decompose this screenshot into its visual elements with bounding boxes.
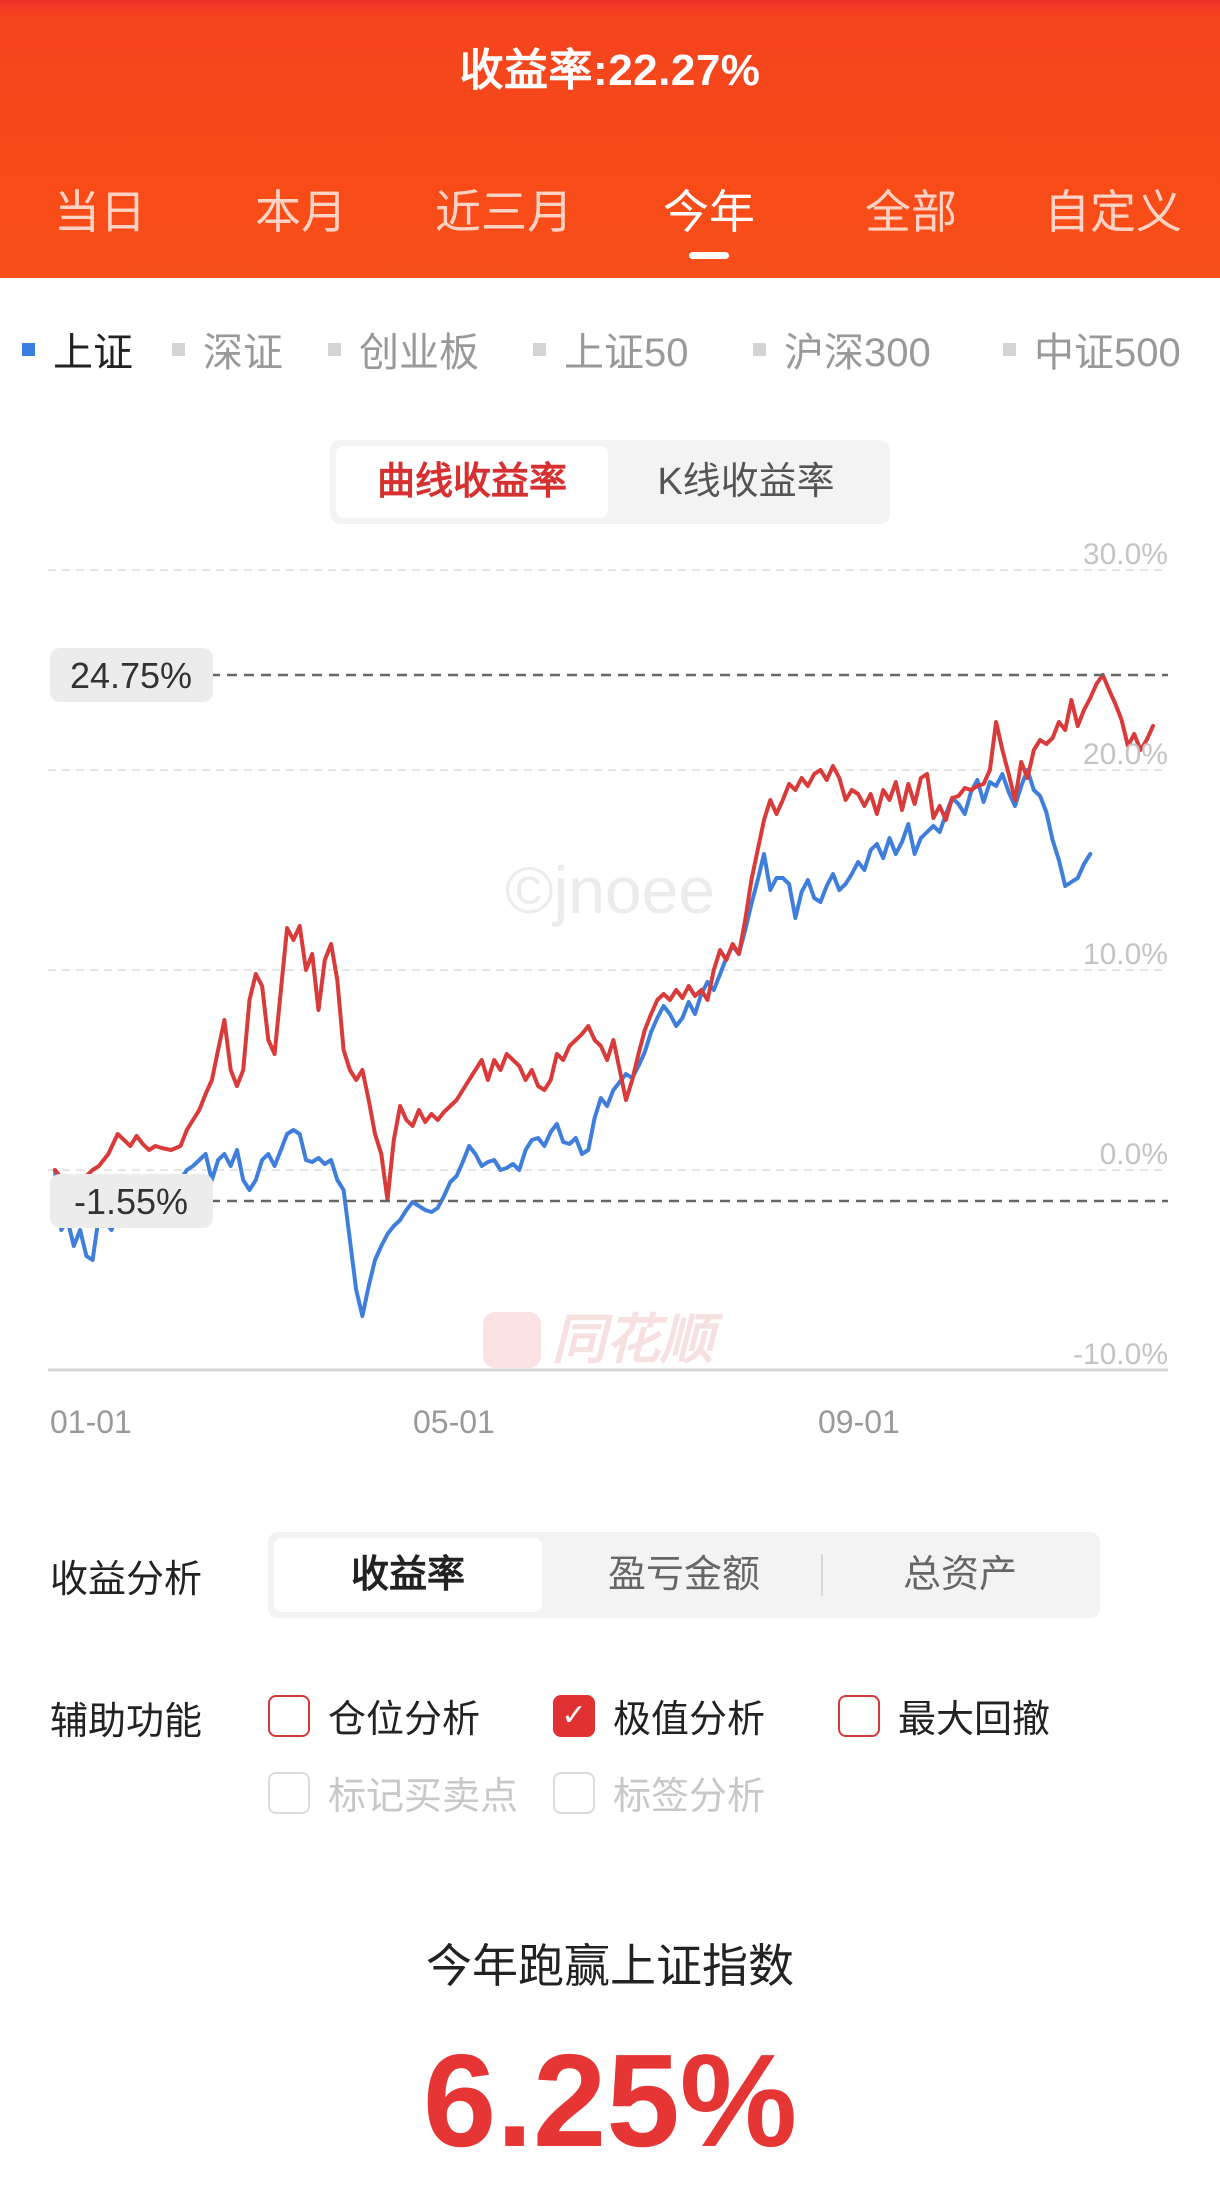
- tab-custom[interactable]: 自定义: [1044, 186, 1182, 238]
- index-line: [53, 768, 1093, 1318]
- x-tick-label: 01-01: [50, 1404, 132, 1440]
- index-tabs: 上证 深证 创业板 上证50 沪深300 中证500: [0, 320, 1220, 386]
- index-tab-shanghai[interactable]: 上证: [22, 320, 133, 378]
- portfolio-line: [53, 673, 1155, 1202]
- max-value-badge: [50, 648, 213, 702]
- checkbox-box: [268, 1694, 310, 1737]
- series-marker: [172, 342, 185, 356]
- tab-this-year[interactable]: 今年: [663, 186, 755, 238]
- beat-index-title: 今年跑赢上证指数: [426, 1940, 794, 1992]
- return-rate-title: 收益率:22.27%: [459, 46, 761, 95]
- series-marker: [1003, 342, 1016, 356]
- checkbox-box: [838, 1694, 880, 1737]
- index-tab-shenzhen[interactable]: 深证: [172, 320, 283, 378]
- checkbox-label: 最大回撤: [898, 1699, 1051, 1741]
- profit-amount-button[interactable]: 盈亏金额: [607, 1554, 760, 1596]
- return-chart: ©jnoee 同花顺 24.75% -1.55% 30.0% 20.0% 10.0% 0…: [48, 538, 1168, 1440]
- analysis-toggle: 收益率 盈亏金额 总资产: [268, 1532, 1100, 1618]
- y-tick-label: 10.0%: [1083, 938, 1168, 971]
- position-analysis-checkbox[interactable]: 仓位分析: [268, 1688, 480, 1743]
- checkbox-box: [553, 1771, 595, 1814]
- x-tick-label: 05-01: [413, 1404, 495, 1440]
- index-tab-label: 上证: [53, 331, 133, 375]
- brand-watermark-text: 同花顺: [552, 1310, 724, 1370]
- tag-analysis-checkbox: 标签分析: [553, 1765, 765, 1820]
- buy-sell-mark-checkbox: 标记买卖点: [268, 1765, 518, 1820]
- series-marker: [22, 342, 35, 356]
- min-value-label: -1.55%: [74, 1181, 188, 1222]
- extreme-analysis-checkbox[interactable]: ✓ 极值分析: [553, 1688, 765, 1743]
- tab-all[interactable]: 全部: [865, 186, 957, 238]
- header-bar: 收益率:22.27% 当日 本月 近三月 今年 全部 自定义: [0, 0, 1220, 278]
- brand-watermark: 同花顺: [483, 1310, 724, 1370]
- checkbox-label: 标记买卖点: [328, 1776, 519, 1818]
- segment-divider: [821, 1554, 823, 1596]
- index-tab-csi500[interactable]: 中证500: [1003, 320, 1181, 378]
- max-drawdown-checkbox[interactable]: 最大回撤: [838, 1688, 1050, 1743]
- check-icon: ✓: [553, 1694, 595, 1737]
- aux-label: 辅助功能: [50, 1701, 203, 1743]
- tab-today[interactable]: 当日: [54, 186, 146, 238]
- index-tab-label: 深证: [203, 331, 283, 375]
- checkbox-label: 极值分析: [613, 1699, 766, 1741]
- checkbox-label: 标签分析: [613, 1776, 766, 1818]
- checkbox-box: [268, 1771, 310, 1814]
- min-value-badge: [50, 1174, 213, 1228]
- y-tick-label: 30.0%: [1083, 538, 1168, 571]
- y-tick-label: 20.0%: [1083, 738, 1168, 771]
- series-marker: [533, 342, 546, 356]
- index-tab-sse50[interactable]: 上证50: [533, 320, 689, 378]
- watermark-text: ©jnoee: [505, 853, 715, 927]
- series-marker: [328, 342, 341, 356]
- kline-return-button[interactable]: K线收益率: [657, 461, 835, 503]
- index-tab-label: 上证50: [564, 331, 689, 375]
- index-tab-chinext[interactable]: 创业板: [328, 320, 479, 378]
- tab-month[interactable]: 本月: [255, 186, 347, 238]
- curve-return-button[interactable]: 曲线收益率: [336, 446, 608, 518]
- chart-mode-toggle: 曲线收益率 K线收益率: [330, 440, 890, 524]
- x-tick-label: 09-01: [818, 1404, 900, 1440]
- y-tick-label: 0.0%: [1100, 1138, 1168, 1171]
- y-tick-label: -10.0%: [1073, 1338, 1168, 1371]
- index-tab-csi300[interactable]: 沪深300: [753, 320, 931, 378]
- brand-logo-icon: [483, 1312, 541, 1368]
- total-assets-button[interactable]: 总资产: [902, 1554, 1017, 1596]
- checkbox-label: 仓位分析: [328, 1699, 481, 1741]
- tab-three-months[interactable]: 近三月: [435, 186, 573, 238]
- analysis-label: 收益分析: [50, 1559, 203, 1601]
- series-marker: [753, 342, 766, 356]
- index-tab-label: 中证500: [1034, 331, 1181, 375]
- index-tab-label: 创业板: [359, 331, 479, 375]
- return-rate-button[interactable]: 收益率: [274, 1538, 542, 1612]
- beat-index-value: 6.25%: [422, 2027, 798, 2174]
- active-tab-indicator: [689, 252, 729, 259]
- period-tabs: 当日 本月 近三月 今年 全部 自定义: [0, 176, 1220, 246]
- index-tab-label: 沪深300: [784, 331, 931, 375]
- max-value-label: 24.75%: [70, 655, 192, 696]
